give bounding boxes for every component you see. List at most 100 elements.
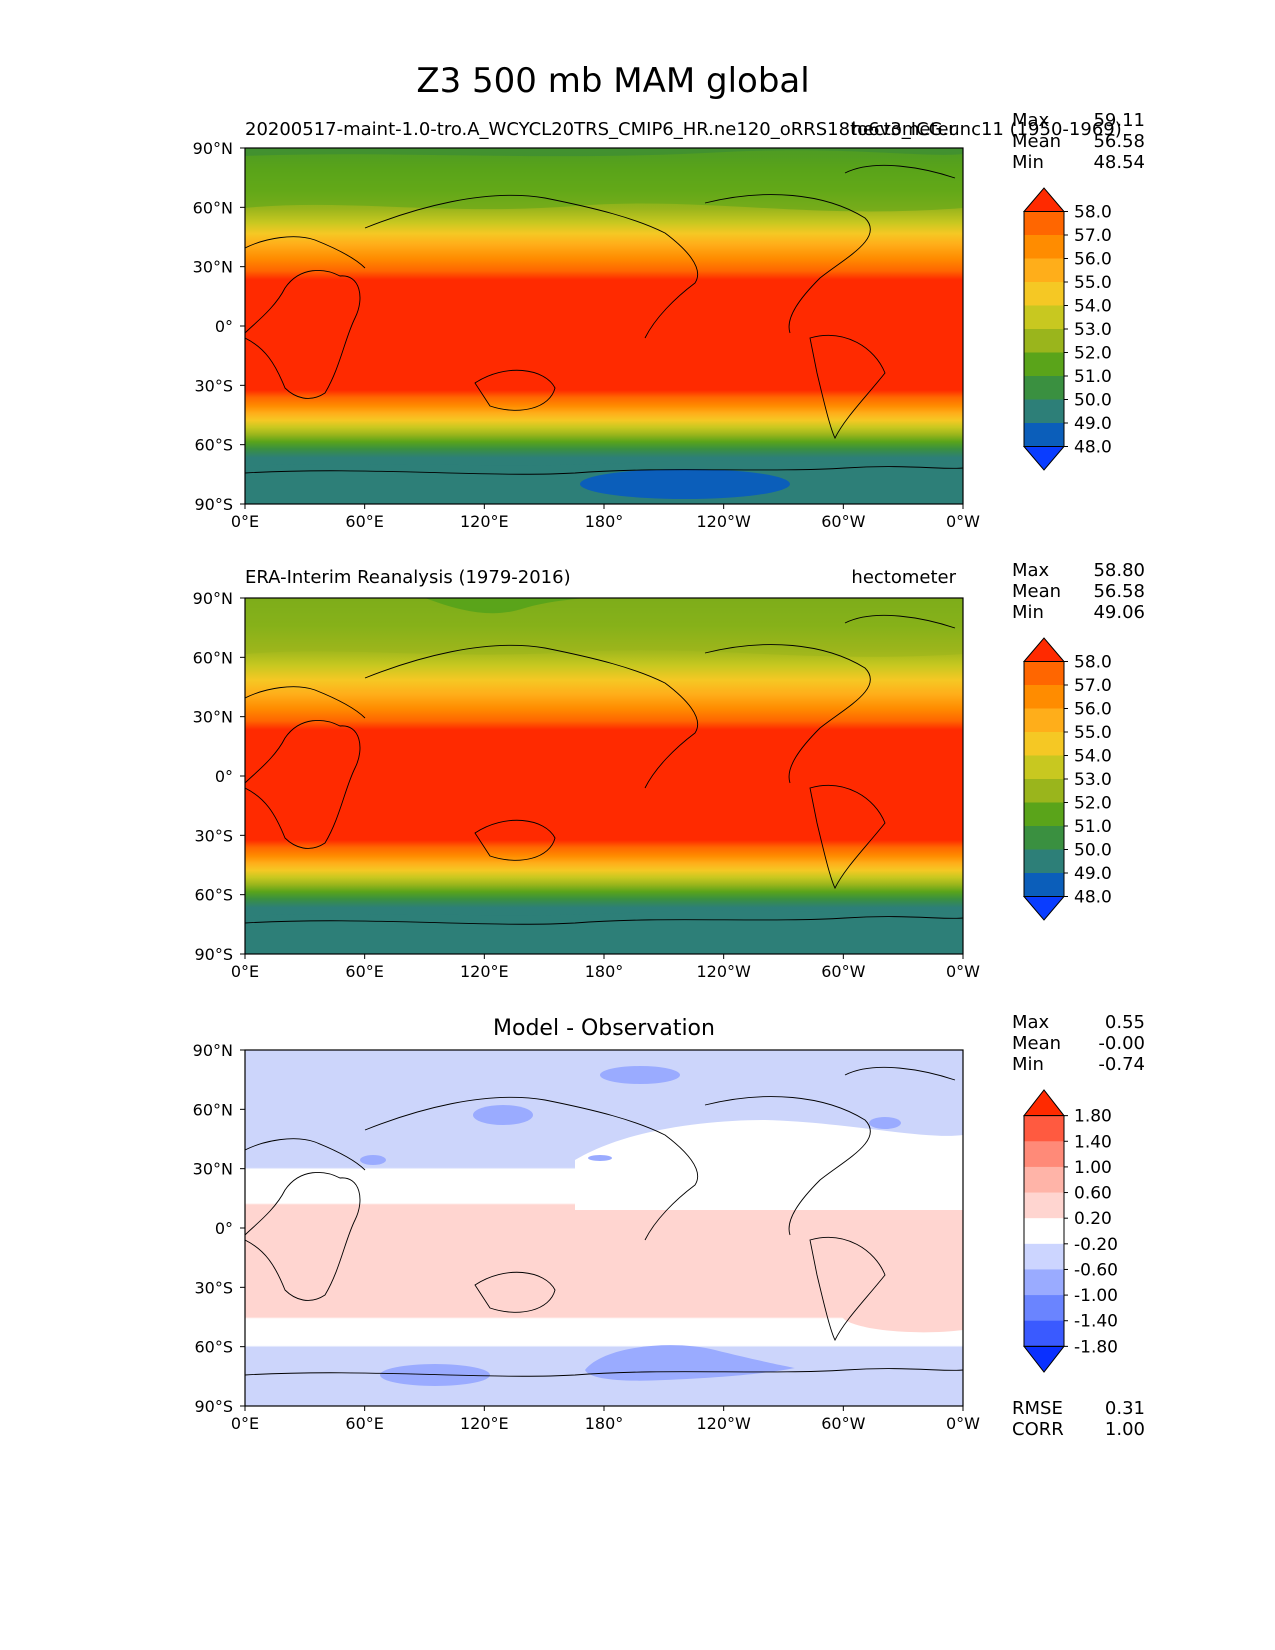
colorbar-segment: [1024, 1141, 1064, 1168]
colorbar-segment: [1024, 826, 1064, 850]
stat-value: 49.06: [1093, 602, 1145, 623]
colorbar-label: 57.0: [1074, 676, 1112, 696]
contour-band: [245, 148, 963, 212]
panel-difference: Model - Observation: [193, 1012, 1145, 1440]
colorbar-label: 0.20: [1074, 1209, 1112, 1229]
colorbar-label: -1.80: [1074, 1337, 1118, 1357]
y-tick-label: 30°N: [193, 708, 233, 727]
colorbar-label: 55.0: [1074, 723, 1112, 743]
stat-label: Min: [1012, 152, 1044, 173]
y-tick-label: 60°S: [194, 436, 233, 455]
x-tick-label: 60°E: [345, 512, 383, 531]
y-tick-label: 60°N: [193, 198, 233, 217]
footer-stat-value: 0.31: [1105, 1398, 1145, 1419]
y-tick-label: 30°N: [193, 1160, 233, 1179]
coastlines: [245, 614, 963, 925]
y-tick-label: 30°S: [194, 376, 233, 395]
colorbar-segment: [1024, 399, 1064, 424]
colorbar-segment: [1024, 1295, 1064, 1322]
x-tick-label: 180°: [585, 962, 624, 981]
colorbar-label: -1.40: [1074, 1312, 1118, 1332]
contour-min-region: [580, 469, 790, 499]
colorbar-extend-max: [1022, 1089, 1066, 1117]
x-tick-label: 0°W: [946, 962, 980, 981]
colorbar-label: 54.0: [1074, 297, 1112, 317]
stat-label: Min: [1012, 602, 1044, 623]
colorbar-label: 53.0: [1074, 320, 1112, 340]
colorbar-label: 1.40: [1074, 1132, 1112, 1152]
panel-diff-title: Model - Observation: [493, 1016, 715, 1041]
colorbar-segment: [1024, 329, 1064, 353]
y-tick-label: 60°N: [193, 1100, 233, 1119]
colorbar-segment: [1024, 1115, 1064, 1142]
colorbar-extend-min: [1022, 446, 1066, 471]
colorbar-extend-max: [1022, 637, 1066, 662]
colorbar-segment: [1024, 376, 1064, 400]
x-tick-label: 60°W: [821, 962, 865, 981]
colorbar-segment: [1024, 423, 1064, 447]
contour-anomaly: [869, 1117, 901, 1129]
y-tick-label: 90°S: [194, 1397, 233, 1416]
y-tick-label: 30°S: [194, 826, 233, 845]
colorbar-label: -1.00: [1074, 1286, 1118, 1306]
x-tick-label: 120°E: [460, 962, 509, 981]
stats-observation: Max 58.80 Mean 56.58 Min 49.06: [1012, 560, 1145, 623]
colorbar-difference: 1.80 1.40 1.00 0.60 0.20 -0.20 -0.60 -1.00 -1.40…: [1022, 1089, 1118, 1373]
x-tick-label: 60°E: [345, 1414, 383, 1433]
x-tick-label: 0°W: [946, 1414, 980, 1433]
y-tick-label: 90°S: [194, 945, 233, 964]
x-tick-label: 0°E: [231, 962, 259, 981]
panel-observation: ERA-Interim Reanalysis (1979-2016) hecto…: [193, 560, 1145, 981]
x-tick-label: 60°W: [821, 512, 865, 531]
colorbar-label: -0.20: [1074, 1235, 1118, 1255]
x-tick-label: 60°W: [821, 1414, 865, 1433]
contour-anomaly: [360, 1155, 386, 1165]
x-tick-label: 120°E: [460, 1414, 509, 1433]
colorbar-label: 49.0: [1074, 864, 1112, 884]
stat-label: Min: [1012, 1054, 1044, 1075]
colorbar-segment: [1024, 235, 1064, 259]
y-tick-label: 90°N: [193, 589, 233, 608]
colorbar-label: 48.0: [1074, 438, 1112, 458]
colorbar-segment: [1024, 849, 1064, 874]
colorbar-segment: [1024, 661, 1064, 686]
colorbar-label: 57.0: [1074, 226, 1112, 246]
y-tick-label: 90°N: [193, 139, 233, 158]
y-tick-label: 60°N: [193, 648, 233, 667]
footer-stat-label: CORR: [1012, 1419, 1064, 1440]
colorbar-label: 58.0: [1074, 653, 1112, 673]
stats-model: Max 59.11 Mean 56.58 Min 48.54: [1012, 110, 1145, 173]
footer-stat-value: 1.00: [1105, 1419, 1145, 1440]
colorbar-segment: [1024, 1218, 1064, 1245]
x-tick-label: 0°E: [231, 1414, 259, 1433]
footer-stats-difference: RMSE 0.31 CORR 1.00: [1012, 1398, 1145, 1440]
colorbar-segment: [1024, 708, 1064, 733]
colorbar-segment: [1024, 779, 1064, 803]
footer-stat-label: RMSE: [1012, 1398, 1063, 1419]
x-tick-label: 120°W: [696, 512, 751, 531]
stat-label: Mean: [1012, 131, 1061, 152]
stat-value: 48.54: [1093, 152, 1145, 173]
contour-anomaly: [600, 1066, 680, 1084]
coastlines: [245, 164, 963, 475]
colorbar-label: 54.0: [1074, 747, 1112, 767]
colorbar-label: 0.60: [1074, 1184, 1112, 1204]
x-tick-label: 120°W: [696, 1414, 751, 1433]
coastlines: [245, 1066, 963, 1377]
figure-title: Z3 500 mb MAM global: [416, 61, 809, 101]
colorbar-observation: 58.0 57.0 56.0 55.0 54.0 53.0 52.0 51.0 50.0 49.0…: [1022, 637, 1112, 921]
colorbar-label: 52.0: [1074, 344, 1112, 364]
colorbar-model: 58.0 57.0 56.0 55.0 54.0 53.0 52.0 51.0 50.0 49.0…: [1022, 187, 1112, 471]
stat-label: Max: [1012, 560, 1050, 581]
stat-label: Max: [1012, 1012, 1050, 1033]
x-tick-label: 0°E: [231, 512, 259, 531]
x-tick-label: 180°: [585, 1414, 624, 1433]
colorbar-label: 50.0: [1074, 391, 1112, 411]
colorbar-label: 56.0: [1074, 250, 1112, 270]
colorbar-label: 58.0: [1074, 203, 1112, 223]
colorbar-segment: [1024, 352, 1064, 377]
x-tick-label: 120°W: [696, 962, 751, 981]
colorbar-label: 49.0: [1074, 414, 1112, 434]
y-tick-label: 0°: [215, 317, 233, 336]
